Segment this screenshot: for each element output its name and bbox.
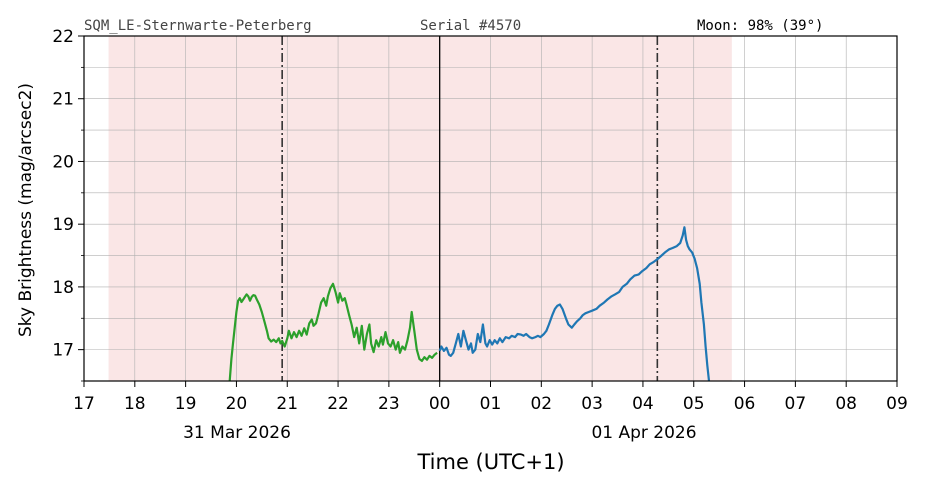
x-tick-label: 20 [226,394,248,414]
series-line-2 [438,226,711,381]
y-axis-ticks: 17 18 19 20 21 22 [52,27,84,382]
date-label-start: 31 Mar 2026 [183,423,291,443]
x-tick-label: 02 [530,394,552,414]
series-lines [228,226,711,381]
moon-info: Moon: 98% (39°) [697,18,823,34]
y-tick-label: 17 [52,341,74,361]
event-lines [281,36,659,381]
x-tick-label: 03 [581,394,603,414]
y-tick-label: 19 [52,215,74,235]
x-axis-ticks: 17 18 19 20 21 22 23 00 01 02 03 04 05 06 07 08 09 [73,381,908,414]
x-tick-label: 19 [175,394,197,414]
serial-number: Serial #4570 [420,18,521,34]
x-tick-label: 17 [73,394,95,414]
night-shading [108,36,732,381]
x-tick-label: 05 [683,394,705,414]
x-tick-label: 00 [429,394,451,414]
series-line-1 [228,282,438,381]
x-tick-label: 23 [378,394,400,414]
x-axis-label: Time (UTC+1) [416,450,564,474]
x-tick-label: 09 [886,394,908,414]
x-tick-label: 21 [276,394,298,414]
x-tick-label: 08 [835,394,857,414]
x-tick-label: 06 [734,394,756,414]
y-axis-label: Sky Brightness (mag/arcsec2) [16,83,36,337]
y-tick-label: 20 [52,152,74,172]
station-name: SQM_LE-Sternwarte-Peterberg [84,18,312,34]
date-label-end: 01 Apr 2026 [591,423,696,443]
x-tick-label: 22 [327,394,349,414]
x-tick-label: 07 [785,394,807,414]
y-tick-label: 21 [52,90,74,110]
x-tick-label: 18 [124,394,146,414]
y-tick-label: 22 [52,27,74,47]
x-tick-label: 04 [632,394,654,414]
x-tick-label: 01 [480,394,502,414]
y-tick-label: 18 [52,278,74,298]
